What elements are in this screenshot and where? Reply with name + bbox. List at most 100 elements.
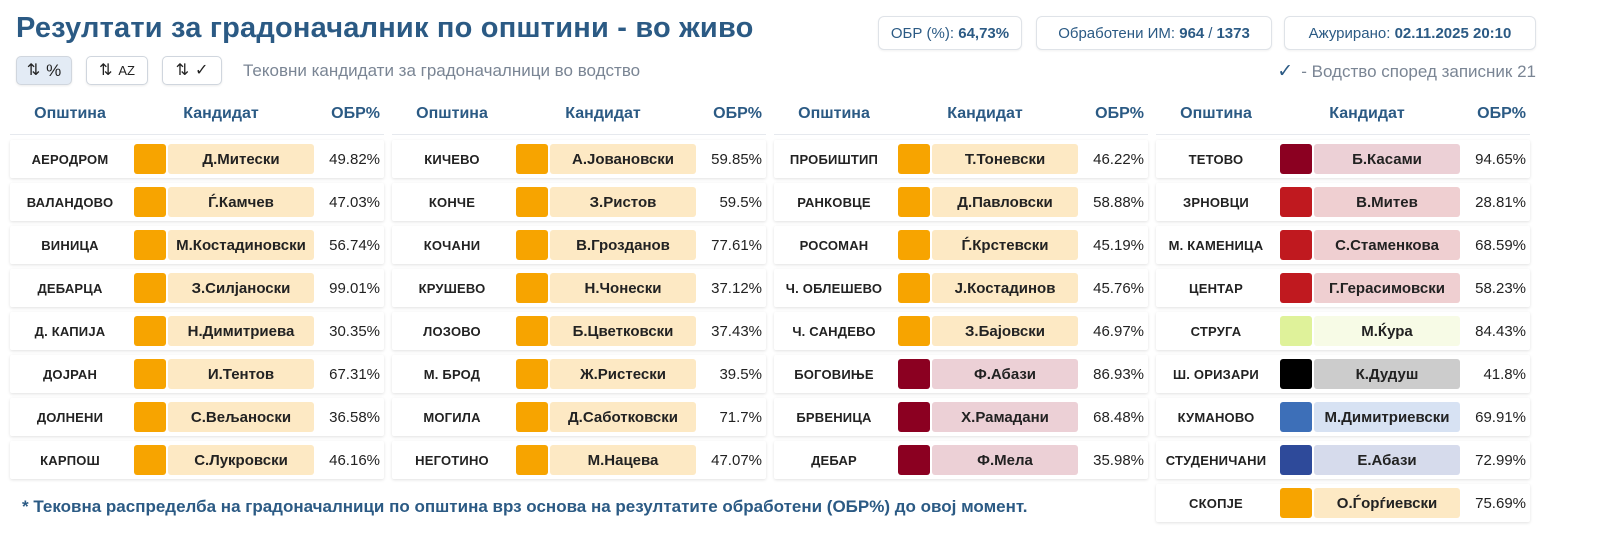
obr-percent: 37.43% (711, 322, 762, 340)
party-color-swatch (134, 359, 166, 389)
party-color-swatch (134, 445, 166, 475)
candidate-name: О.Ѓорѓиевски (1314, 488, 1460, 518)
result-row: Ч. ОБЛЕШЕВО Ј.Костадинов 45.76% (774, 269, 1148, 307)
obr-percent: 68.59% (1475, 236, 1526, 254)
obr-percent: 58.23% (1475, 279, 1526, 297)
result-row: ЛОЗОВО Б.Цветковски 37.43% (392, 312, 766, 350)
result-row: Д. КАПИЈА Н.Димитриева 30.35% (10, 312, 384, 350)
obr-percent: 68.48% (1093, 408, 1144, 426)
municipality-column-header[interactable]: Општина (34, 104, 106, 122)
party-color-swatch (134, 316, 166, 346)
candidate-name: С.Лукровски (168, 445, 314, 475)
candidate-column-header[interactable]: Кандидат (183, 104, 259, 122)
municipality-name: СТРУГА (1190, 323, 1242, 339)
candidate-name: С.Вељаноски (168, 402, 314, 432)
obr-percent: 49.82% (329, 150, 380, 168)
column-header-row: Општина Кандидат ОБР% (774, 93, 1148, 135)
obr-column-header[interactable]: ОБР% (1095, 104, 1144, 122)
party-color-swatch (898, 445, 930, 475)
party-color-swatch (134, 144, 166, 174)
obr-percent: 37.12% (711, 279, 762, 297)
municipality-name: КРУШЕВО (418, 280, 486, 296)
candidate-name: К.Дудуш (1314, 359, 1460, 389)
obr-percent: 45.19% (1093, 236, 1144, 254)
municipality-name: Ч. САНДЕВО (792, 323, 876, 339)
obr-column-header[interactable]: ОБР% (331, 104, 380, 122)
obr-percent: 47.03% (329, 193, 380, 211)
obr-column-header[interactable]: ОБР% (713, 104, 762, 122)
processed-stat-box: Обработени ИМ: 964/1373 (1036, 16, 1272, 50)
party-color-swatch (1280, 488, 1312, 518)
party-color-swatch (1280, 273, 1312, 303)
party-color-swatch (898, 316, 930, 346)
result-row: М. КАМЕНИЦА С.Стаменкова 68.59% (1156, 226, 1530, 264)
municipality-name: ВИНИЦА (41, 237, 99, 253)
municipality-name: МОГИЛА (423, 409, 481, 425)
page-title: Резултати за градоначалник по општини - … (16, 12, 754, 44)
municipality-column-header[interactable]: Општина (798, 104, 870, 122)
municipality-name: ДЕБАР (811, 452, 857, 468)
party-color-swatch (898, 359, 930, 389)
municipality-column-header[interactable]: Општина (1180, 104, 1252, 122)
municipality-name: РОСОМАН (799, 237, 869, 253)
obr-column-header[interactable]: ОБР% (1477, 104, 1526, 122)
party-color-swatch (134, 402, 166, 432)
municipality-name: АЕРОДРОМ (31, 151, 109, 167)
result-row: Ч. САНДЕВО З.Бајовски 46.97% (774, 312, 1148, 350)
party-color-swatch (516, 187, 548, 217)
sort-by-percent-button[interactable]: ⇅ % (16, 56, 72, 85)
candidate-name: Д.Саботковски (550, 402, 696, 432)
municipality-name: БРВЕНИЦА (796, 409, 872, 425)
obr-percent: 86.93% (1093, 365, 1144, 383)
municipality-name: Д. КАПИЈА (34, 323, 106, 339)
obr-percent: 46.22% (1093, 150, 1144, 168)
result-row: МОГИЛА Д.Саботковски 71.7% (392, 398, 766, 436)
result-row: Ш. ОРИЗАРИ К.Дудуш 41.8% (1156, 355, 1530, 393)
obr-percent: 99.01% (329, 279, 380, 297)
obr-percent: 46.16% (329, 451, 380, 469)
municipality-name: КОЧАНИ (423, 237, 481, 253)
party-color-swatch (516, 445, 548, 475)
municipality-column-header[interactable]: Општина (416, 104, 488, 122)
obr-percent: 75.69% (1475, 494, 1526, 512)
column-header-row: Општина Кандидат ОБР% (1156, 93, 1530, 135)
candidate-name: Ј.Костадинов (932, 273, 1078, 303)
party-color-swatch (1280, 144, 1312, 174)
party-color-swatch (516, 359, 548, 389)
result-row: ДЕБАР Ф.Мела 35.98% (774, 441, 1148, 479)
result-row: КАРПОШ С.Лукровски 46.16% (10, 441, 384, 479)
result-row: ВАЛАНДОВО Ѓ.Камчев 47.03% (10, 183, 384, 221)
footnote: * Тековна распределба на градоначалници … (22, 497, 1028, 516)
party-color-swatch (516, 316, 548, 346)
lead-legend-text: - Водство според записник 21 (1301, 61, 1536, 81)
municipality-name: ЦЕНТАР (1189, 280, 1243, 296)
party-color-swatch (516, 273, 548, 303)
party-color-swatch (134, 230, 166, 260)
result-row: КРУШЕВО Н.Чонески 37.12% (392, 269, 766, 307)
municipality-name: ВАЛАНДОВО (26, 194, 114, 210)
candidate-name: Б.Цветковски (550, 316, 696, 346)
party-color-swatch (516, 230, 548, 260)
candidate-column-header[interactable]: Кандидат (565, 104, 641, 122)
result-row: ЗРНОВЦИ В.Митев 28.81% (1156, 183, 1530, 221)
candidate-column-header[interactable]: Кандидат (1329, 104, 1405, 122)
municipality-name: КИЧЕВО (424, 151, 480, 167)
result-row: НЕГОТИНО М.Нацева 47.07% (392, 441, 766, 479)
party-color-swatch (516, 144, 548, 174)
candidate-name: Х.Рамадани (932, 402, 1078, 432)
obr-percent: 46.97% (1093, 322, 1144, 340)
sort-alphabetical-button[interactable]: ⇅ AZ (86, 56, 148, 85)
processed-stat-total: 1373 (1216, 24, 1250, 42)
party-color-swatch (898, 230, 930, 260)
candidate-name: Ж.Ристески (550, 359, 696, 389)
processed-stat-separator: / (1208, 24, 1213, 42)
obr-percent: 36.58% (329, 408, 380, 426)
municipality-name: КОНЧЕ (428, 194, 476, 210)
obr-percent: 71.7% (719, 408, 762, 426)
result-row: СКОПЈЕ О.Ѓорѓиевски 75.69% (1156, 484, 1530, 522)
candidate-name: Д.Митески (168, 144, 314, 174)
processed-stat-value: 964 (1179, 24, 1205, 42)
candidate-column-header[interactable]: Кандидат (947, 104, 1023, 122)
candidate-name: З.Бајовски (932, 316, 1078, 346)
sort-by-lead-button[interactable]: ⇅ ✓ (162, 56, 222, 85)
